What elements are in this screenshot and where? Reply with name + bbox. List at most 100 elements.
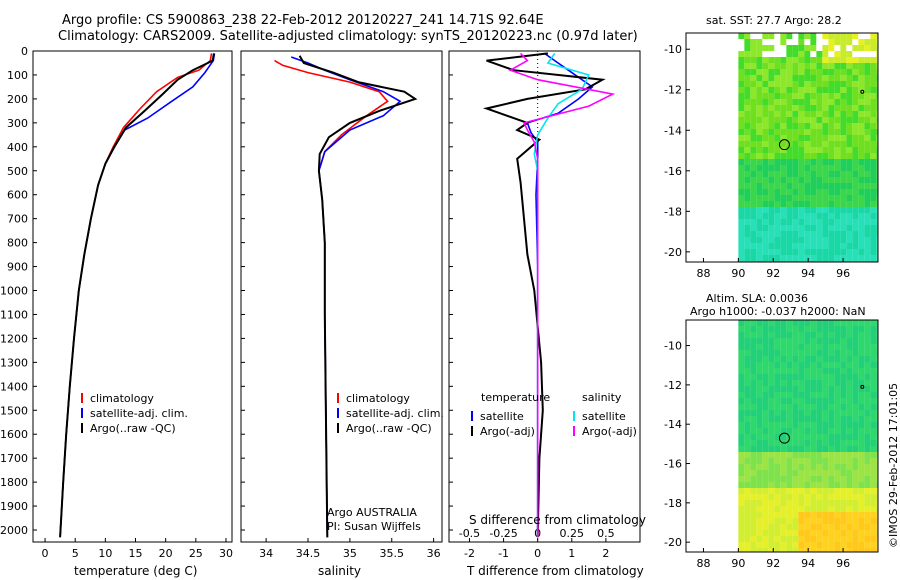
sst-map-cell xyxy=(762,183,769,189)
sst-map-cell xyxy=(816,111,823,117)
sla-map-cell xyxy=(870,530,877,536)
sla-map-cell xyxy=(774,482,781,488)
sla-map-cell xyxy=(840,512,847,518)
sla-map-cell xyxy=(804,428,811,434)
sst-map-cell xyxy=(834,51,841,57)
sla-map-cell xyxy=(744,404,751,410)
sla-map-cell xyxy=(780,356,787,362)
sla-map-cell xyxy=(810,536,817,542)
sla-map-cell xyxy=(840,368,847,374)
sst-map-cell xyxy=(852,123,859,129)
sla-map-cell xyxy=(786,524,793,530)
sst-map-cell xyxy=(870,75,877,81)
sst-map-cell xyxy=(864,117,871,123)
sst-map-cell xyxy=(756,147,763,153)
sla-map-cell xyxy=(846,422,853,428)
sst-map-cell xyxy=(798,33,805,39)
sla-map-cell xyxy=(834,356,841,362)
sst-map-cell xyxy=(852,225,859,231)
sst-map-cell xyxy=(750,171,757,177)
sst-map-cell xyxy=(858,183,865,189)
sla-map-cell xyxy=(816,482,823,488)
sst-map-cell xyxy=(858,123,865,129)
sla-map-cell xyxy=(750,362,757,368)
sst-map-cell xyxy=(822,51,829,57)
sla-map-cell xyxy=(750,422,757,428)
sst-map-cell xyxy=(804,249,811,255)
sla-map-cell xyxy=(840,542,847,548)
sla-map-cell xyxy=(738,530,745,536)
sst-map-cell xyxy=(816,87,823,93)
sst-map-cell xyxy=(750,153,757,159)
sla-map-ytick-label: -12 xyxy=(664,379,682,392)
sla-map-cell xyxy=(738,398,745,404)
sst-map-cell xyxy=(876,105,878,111)
sla-map-cell xyxy=(768,404,775,410)
sla-map-cell xyxy=(780,482,787,488)
sst-map-cell xyxy=(780,231,787,237)
sst-map-cell xyxy=(876,99,878,105)
sla-map-cell xyxy=(798,320,805,326)
sla-map-cell xyxy=(828,368,835,374)
sla-map-cell xyxy=(768,440,775,446)
sst-map-cell xyxy=(786,147,793,153)
sst-map-cell xyxy=(840,243,847,249)
sst-map-cell xyxy=(822,153,829,159)
sla-map-cell xyxy=(744,482,751,488)
sla-map-cell xyxy=(876,386,878,392)
sst-map-cell xyxy=(768,135,775,141)
sla-map-cell xyxy=(744,470,751,476)
sla-map-cell xyxy=(792,362,799,368)
sla-map-cell xyxy=(768,428,775,434)
sla-map-cell xyxy=(744,536,751,542)
sla-map-cell xyxy=(756,452,763,458)
sla-map-cell xyxy=(840,446,847,452)
sst-map-cell xyxy=(828,171,835,177)
sst-map-cell xyxy=(780,33,787,39)
sst-map-cell xyxy=(810,123,817,129)
sla-map-cell xyxy=(858,344,865,350)
sla-map-cell xyxy=(738,404,745,410)
salinity-profile-xtick-label: 34.5 xyxy=(296,547,321,560)
sla-map-cell xyxy=(876,476,878,482)
sla-map-cell xyxy=(780,458,787,464)
sla-map-cell xyxy=(768,368,775,374)
sla-map-cell xyxy=(744,512,751,518)
sla-map-cell xyxy=(876,542,878,548)
sla-map-cell xyxy=(870,416,877,422)
sst-map-cell xyxy=(738,219,745,225)
sla-map-cell xyxy=(804,398,811,404)
sla-map-cell xyxy=(786,548,793,552)
sla-map-cell xyxy=(852,500,859,506)
sst-map-cell xyxy=(828,225,835,231)
sst-map-cell xyxy=(864,177,871,183)
sst-map-cell xyxy=(786,255,793,261)
sla-map-cell xyxy=(774,332,781,338)
s-diff-tick-label: -0.25 xyxy=(489,527,517,540)
sst-map-cell xyxy=(864,93,871,99)
sla-map-cell xyxy=(822,542,829,548)
sst-map-cell xyxy=(756,39,763,45)
sla-map-cell xyxy=(876,362,878,368)
sla-map-cell xyxy=(810,410,817,416)
sla-map-cell xyxy=(804,362,811,368)
sla-map-cell xyxy=(816,416,823,422)
difference-profile-series-temperature-argo xyxy=(482,52,606,538)
sla-map-cell xyxy=(792,422,799,428)
sst-map-cell xyxy=(852,57,859,63)
sla-map-cell xyxy=(756,482,763,488)
sla-map-cell xyxy=(846,386,853,392)
sst-map-cell xyxy=(834,225,841,231)
sla-map-cell xyxy=(822,326,829,332)
sla-map-cell xyxy=(762,524,769,530)
sst-map-cell xyxy=(762,129,769,135)
sst-map-cell xyxy=(738,99,745,105)
sst-map-cell xyxy=(762,141,769,147)
sst-map-cell xyxy=(870,63,877,69)
sst-map-cell xyxy=(762,63,769,69)
sst-map-cell xyxy=(834,207,841,213)
sst-map-cell xyxy=(816,33,823,39)
sla-map-cell xyxy=(864,374,871,380)
sst-map-cell xyxy=(798,225,805,231)
sla-map-cell xyxy=(780,380,787,386)
